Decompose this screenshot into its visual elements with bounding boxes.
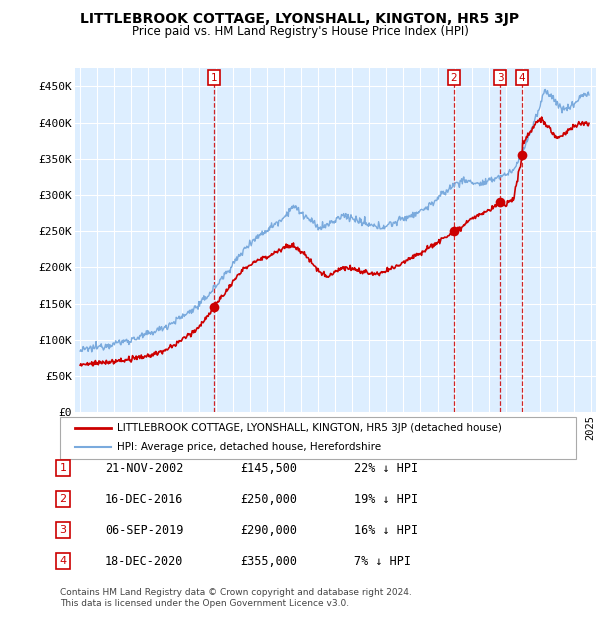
Text: £290,000: £290,000 xyxy=(240,524,297,536)
Text: 4: 4 xyxy=(518,73,525,82)
Text: LITTLEBROOK COTTAGE, LYONSHALL, KINGTON, HR5 3JP: LITTLEBROOK COTTAGE, LYONSHALL, KINGTON,… xyxy=(80,12,520,27)
Text: 7% ↓ HPI: 7% ↓ HPI xyxy=(354,555,411,567)
Text: 18-DEC-2020: 18-DEC-2020 xyxy=(105,555,184,567)
Text: 2: 2 xyxy=(451,73,457,82)
Text: Contains HM Land Registry data © Crown copyright and database right 2024.
This d: Contains HM Land Registry data © Crown c… xyxy=(60,588,412,608)
Text: 4: 4 xyxy=(59,556,67,566)
Text: 3: 3 xyxy=(59,525,67,535)
Text: LITTLEBROOK COTTAGE, LYONSHALL, KINGTON, HR5 3JP (detached house): LITTLEBROOK COTTAGE, LYONSHALL, KINGTON,… xyxy=(117,423,502,433)
Text: £145,500: £145,500 xyxy=(240,462,297,474)
Text: HPI: Average price, detached house, Herefordshire: HPI: Average price, detached house, Here… xyxy=(117,443,381,453)
Text: 06-SEP-2019: 06-SEP-2019 xyxy=(105,524,184,536)
Text: 3: 3 xyxy=(497,73,503,82)
Text: 1: 1 xyxy=(59,463,67,473)
Text: 19% ↓ HPI: 19% ↓ HPI xyxy=(354,493,418,505)
Text: £355,000: £355,000 xyxy=(240,555,297,567)
Text: Price paid vs. HM Land Registry's House Price Index (HPI): Price paid vs. HM Land Registry's House … xyxy=(131,25,469,38)
Text: 16% ↓ HPI: 16% ↓ HPI xyxy=(354,524,418,536)
Text: 16-DEC-2016: 16-DEC-2016 xyxy=(105,493,184,505)
Text: 22% ↓ HPI: 22% ↓ HPI xyxy=(354,462,418,474)
Text: £250,000: £250,000 xyxy=(240,493,297,505)
Text: 21-NOV-2002: 21-NOV-2002 xyxy=(105,462,184,474)
Text: 2: 2 xyxy=(59,494,67,504)
Text: 1: 1 xyxy=(211,73,218,82)
